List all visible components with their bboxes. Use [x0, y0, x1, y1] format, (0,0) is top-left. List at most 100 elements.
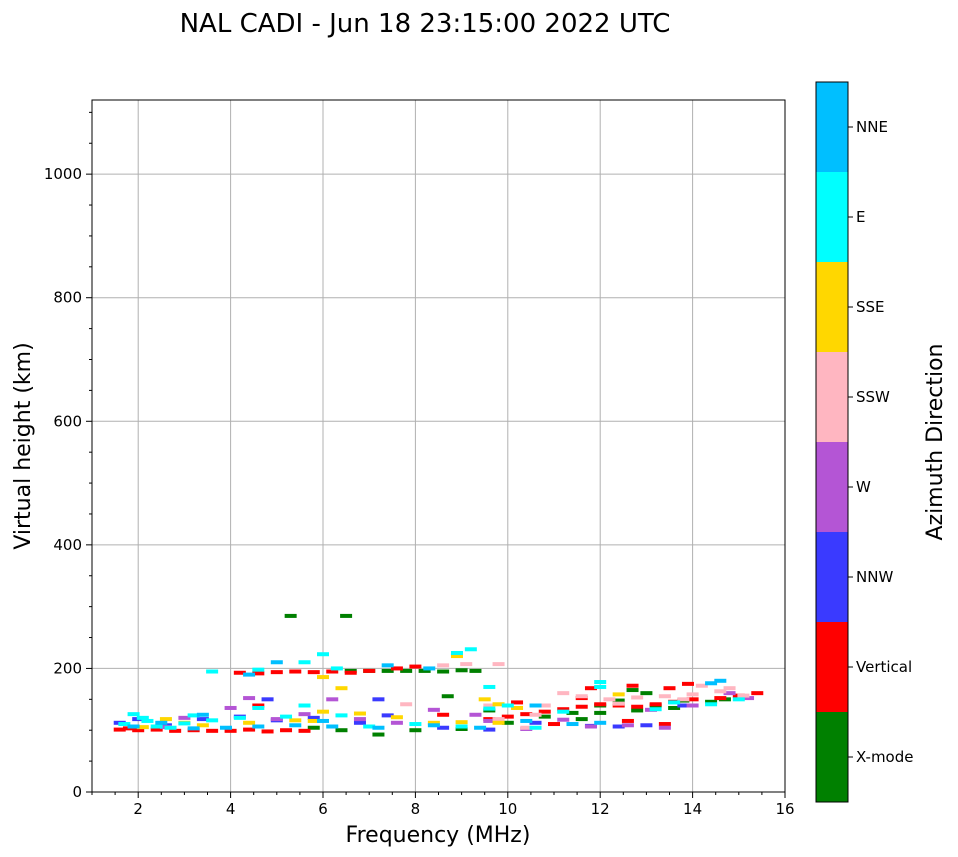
- data-point-nne: [155, 720, 168, 725]
- data-point-x-mode: [705, 699, 718, 704]
- colorbar-segment: [816, 712, 848, 802]
- data-point-ssw: [714, 689, 727, 694]
- colorbar-tick-label: NNE: [856, 118, 888, 136]
- data-point-e: [233, 715, 246, 720]
- data-point-nne: [372, 725, 385, 730]
- data-point-vertical: [631, 704, 644, 709]
- x-tick-label: 6: [318, 800, 328, 818]
- data-point-vertical: [132, 728, 145, 733]
- data-point-vertical: [243, 727, 256, 732]
- data-point-w: [224, 705, 237, 710]
- data-point-ssw: [557, 691, 570, 696]
- data-point-x-mode: [501, 720, 514, 725]
- data-point-nne: [520, 718, 533, 723]
- data-point-e: [150, 724, 163, 729]
- data-point-nne: [705, 681, 718, 686]
- colorbar-tick-label: NNW: [856, 568, 893, 586]
- data-point-vertical: [326, 669, 339, 674]
- colorbar: X-mode Vertical NNW W SSW SSE E NNE: [815, 81, 913, 803]
- data-point-e: [363, 724, 376, 729]
- data-point-sse: [511, 705, 524, 710]
- data-point-nne: [427, 723, 440, 728]
- data-point-sse: [353, 711, 366, 716]
- data-point-vertical: [113, 727, 126, 732]
- data-point-nne: [196, 712, 209, 717]
- data-point-x-mode: [575, 717, 588, 722]
- data-point-e: [206, 669, 219, 674]
- data-point-vertical: [270, 670, 283, 675]
- data-point-vertical: [621, 718, 634, 723]
- data-point-sse: [335, 686, 348, 691]
- data-point-ssw: [437, 663, 450, 668]
- data-point-vertical: [224, 728, 237, 733]
- data-point-sse: [450, 654, 463, 659]
- data-point-vertical: [437, 712, 450, 717]
- data-point-x-mode: [307, 725, 320, 730]
- data-point-w: [427, 707, 440, 712]
- data-point-nne: [187, 726, 200, 731]
- data-point-nne: [317, 718, 329, 723]
- data-point-sse: [427, 720, 440, 725]
- data-point-e: [118, 722, 131, 727]
- colorbar-tick-label: SSW: [856, 388, 890, 406]
- data-point-x-mode: [612, 698, 625, 703]
- y-tick-label: 400: [53, 536, 82, 554]
- data-point-sse: [492, 702, 505, 707]
- data-point-x-mode: [409, 728, 422, 733]
- data-point-vertical: [575, 704, 588, 709]
- data-point-vertical: [557, 707, 570, 712]
- data-point-ssw: [737, 693, 750, 698]
- data-point-nne: [243, 672, 256, 677]
- data-point-x-mode: [381, 668, 394, 673]
- data-point-vertical: [298, 728, 311, 733]
- data-point-vertical: [548, 722, 560, 727]
- data-point-ssw: [492, 717, 505, 722]
- data-point-vertical: [344, 670, 357, 675]
- data-point-ssw: [631, 695, 644, 700]
- data-point-e: [298, 660, 311, 665]
- data-point-x-mode: [455, 668, 468, 673]
- data-point-vertical: [658, 722, 671, 727]
- data-point-e: [127, 712, 140, 717]
- data-point-e: [330, 666, 343, 671]
- data-point-vertical: [681, 681, 694, 686]
- data-point-x-mode: [455, 726, 468, 731]
- data-point-ssw: [520, 725, 533, 730]
- data-point-nne: [270, 660, 283, 665]
- data-point-x-mode: [418, 668, 431, 673]
- data-point-ssw: [483, 703, 496, 708]
- data-point-nnw: [612, 724, 625, 729]
- colorbar-label: Azimuth Direction: [923, 343, 948, 540]
- data-point-x-mode: [340, 613, 353, 618]
- x-tick-label: 10: [498, 800, 517, 818]
- data-point-nne: [219, 725, 232, 730]
- data-point-w: [723, 691, 736, 696]
- data-point-nnw: [640, 723, 653, 728]
- data-point-x-mode: [437, 669, 450, 674]
- data-point-ssw: [538, 703, 551, 708]
- data-point-e: [317, 652, 329, 657]
- data-point-nnw: [353, 720, 366, 725]
- data-point-ssw: [460, 662, 473, 667]
- data-point-sse: [159, 717, 172, 722]
- data-point-e: [464, 647, 477, 652]
- data-point-vertical: [252, 671, 265, 676]
- colorbar-tick-label: E: [856, 208, 865, 226]
- colorbar-segment: [816, 82, 848, 172]
- data-point-vertical: [626, 683, 639, 688]
- data-point-e: [705, 702, 718, 707]
- x-tick-label: 14: [683, 800, 702, 818]
- data-point-x-mode: [566, 710, 579, 715]
- x-tick-label: 12: [591, 800, 610, 818]
- colorbar-segment: [816, 172, 848, 262]
- data-point-x-mode: [469, 668, 482, 673]
- data-point-nne: [529, 703, 542, 708]
- data-point-vertical: [363, 668, 376, 673]
- data-point-w: [658, 725, 671, 730]
- data-point-ssw: [658, 694, 671, 699]
- data-point-e: [483, 684, 496, 689]
- data-point-vertical: [233, 670, 246, 675]
- data-point-vertical: [714, 696, 727, 701]
- data-point-vertical: [686, 697, 699, 702]
